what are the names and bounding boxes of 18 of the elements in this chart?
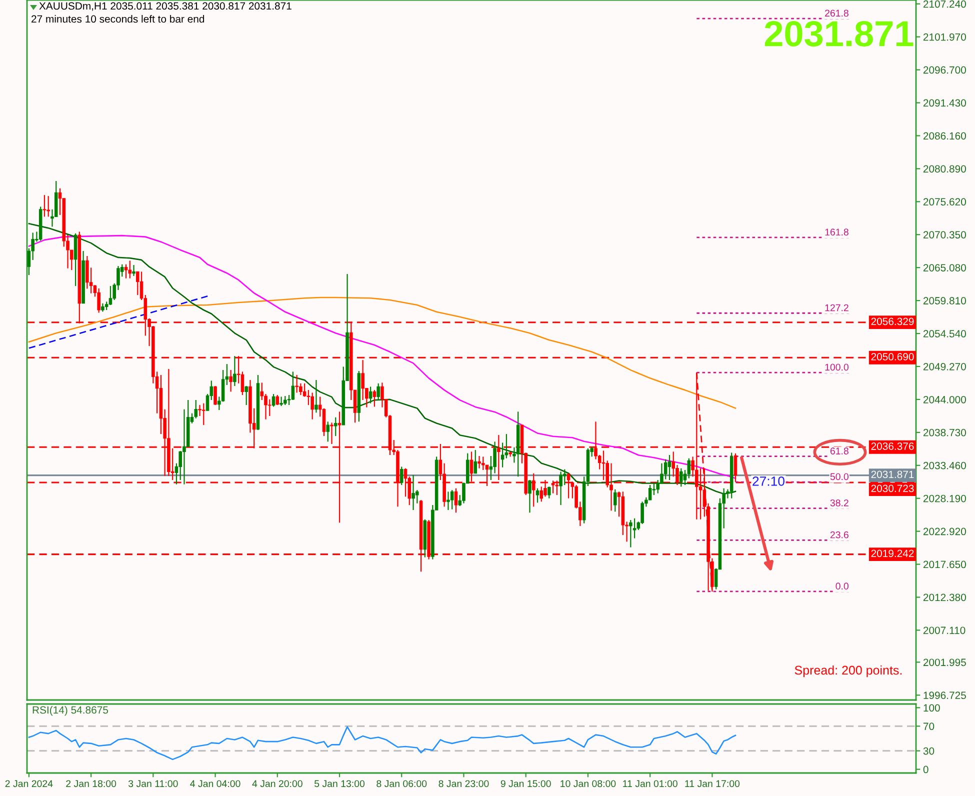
x-tick-label: 3 Jan 11:00 [128,780,178,788]
line-series [28,726,736,760]
x-tick-label: 9 Jan 15:00 [500,780,551,788]
x-tick-label: 8 Jan 06:00 [376,780,427,788]
y-tick-label: 30 [923,747,934,755]
y-tick-label: 0 [923,766,928,774]
x-tick-label: 2 Jan 2024 [5,780,53,788]
x-tick-label: 4 Jan 20:00 [252,780,302,788]
x-tick-label: 5 Jan 13:00 [314,780,365,788]
x-tick-label: 2 Jan 18:00 [66,780,116,788]
y-tick-label: 70 [923,722,934,730]
x-tick-label: 11 Jan 01:00 [623,780,678,788]
x-tick-label: 11 Jan 17:00 [685,780,740,788]
x-tick-label: 10 Jan 08:00 [560,780,616,788]
chart-title: RSI(14) 54.8675 [32,706,108,716]
y-tick-label: 100 [924,704,940,712]
x-tick-label: 4 Jan 04:00 [190,780,240,788]
x-tick-label: 8 Jan 23:00 [438,780,489,788]
